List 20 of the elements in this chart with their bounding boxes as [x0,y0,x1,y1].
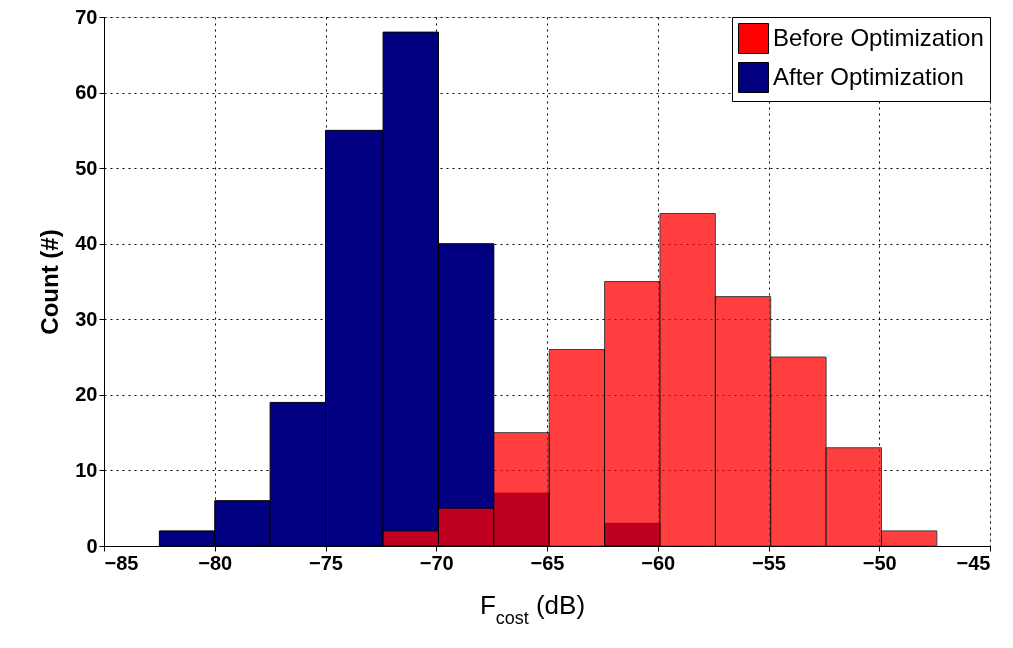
x-tick-label: −50 [862,551,897,574]
y-tick-label: 0 [86,534,98,557]
y-tick-label: 70 [75,5,98,28]
x-tick-label: −55 [752,551,786,574]
x-tick-label: −85 [104,551,139,574]
y-tick-label: 60 [75,81,98,104]
legend-label: Before Optimization [773,23,984,51]
x-tick-label: −60 [641,551,676,574]
x-tick-label: −45 [956,551,991,574]
y-axis-title: Count (#) [36,229,64,335]
legend-label: After Optimization [773,62,964,90]
x-tick-label: −80 [198,551,233,574]
y-tick-label: 10 [75,458,98,481]
x-tick-label: −65 [530,551,565,574]
y-tick-label: 30 [75,307,98,330]
y-tick-label: 50 [75,156,98,179]
x-tick-label: −70 [419,551,454,574]
x-tick-label: −75 [309,551,343,574]
y-tick-label: 20 [75,383,98,406]
y-tick-label: 40 [75,232,98,255]
